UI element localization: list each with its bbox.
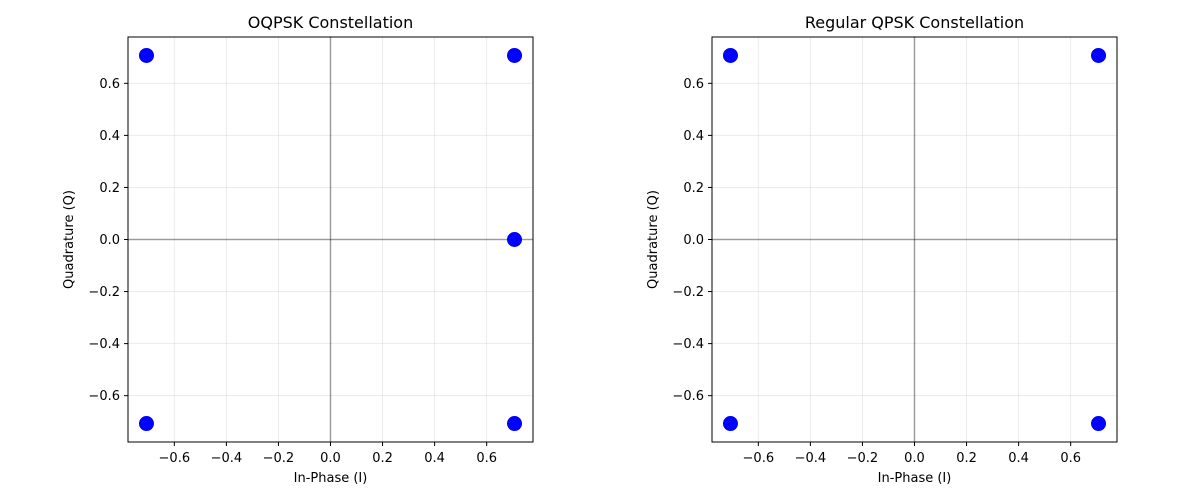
- x-tick-label: 0.0: [320, 451, 341, 466]
- y-tick-label: 0.2: [99, 181, 120, 196]
- y-tick-label: 0.4: [99, 129, 120, 144]
- x-axis-label: In-Phase (I): [878, 471, 952, 486]
- chart-panel-1: −0.6 −0.4 −0.2 0.0 0.2 0.4 0.6 −0.6 −0.4 −0.2 0.0 0…: [62, 13, 534, 486]
- data-point: [138, 47, 154, 63]
- y-axis-label: Quadrature (Q): [62, 190, 77, 289]
- x-tick-label: 0.4: [1008, 451, 1029, 466]
- x-tick-label: 0.6: [1060, 451, 1081, 466]
- x-tick-label: −0.4: [795, 451, 827, 466]
- data-point: [1091, 416, 1107, 432]
- x-tick-label: −0.6: [159, 451, 191, 466]
- data-point: [507, 416, 523, 432]
- x-tick-label: −0.4: [211, 451, 243, 466]
- y-tick-label: 0.4: [683, 129, 704, 144]
- x-tick-label: 0.6: [476, 451, 497, 466]
- y-tick-label: 0.0: [683, 233, 704, 248]
- y-tick-label: 0.0: [99, 233, 120, 248]
- x-tick-label: −0.2: [263, 451, 295, 466]
- y-tick-label: 0.2: [683, 181, 704, 196]
- data-point: [1091, 47, 1107, 63]
- y-tick-label: −0.2: [672, 285, 704, 300]
- x-tick-label: 0.2: [956, 451, 977, 466]
- y-tick-label: −0.2: [88, 285, 120, 300]
- x-tick-label: 0.0: [904, 451, 925, 466]
- y-tick-label: 0.6: [683, 77, 704, 92]
- data-point: [138, 416, 154, 432]
- y-tick-label: −0.4: [672, 337, 704, 352]
- y-tick-label: −0.6: [672, 389, 704, 404]
- y-axis-label: Quadrature (Q): [646, 190, 661, 289]
- chart-title: Regular QPSK Constellation: [805, 13, 1024, 32]
- y-tick-label: −0.4: [88, 337, 120, 352]
- x-tick-label: −0.6: [743, 451, 775, 466]
- x-tick-label: 0.4: [424, 451, 445, 466]
- y-tick-label: 0.6: [99, 77, 120, 92]
- data-point: [722, 47, 738, 63]
- x-tick-label: 0.2: [372, 451, 393, 466]
- x-axis-label: In-Phase (I): [294, 471, 368, 486]
- data-point: [722, 416, 738, 432]
- chart-title: OQPSK Constellation: [248, 13, 413, 32]
- data-point: [507, 232, 523, 247]
- chart-panel-2: −0.6 −0.4 −0.2 0.0 0.2 0.4 0.6 −0.6 −0.4 −0.2 0.0 0…: [646, 13, 1118, 486]
- data-point: [507, 47, 523, 63]
- y-tick-label: −0.6: [88, 389, 120, 404]
- x-tick-label: −0.2: [847, 451, 879, 466]
